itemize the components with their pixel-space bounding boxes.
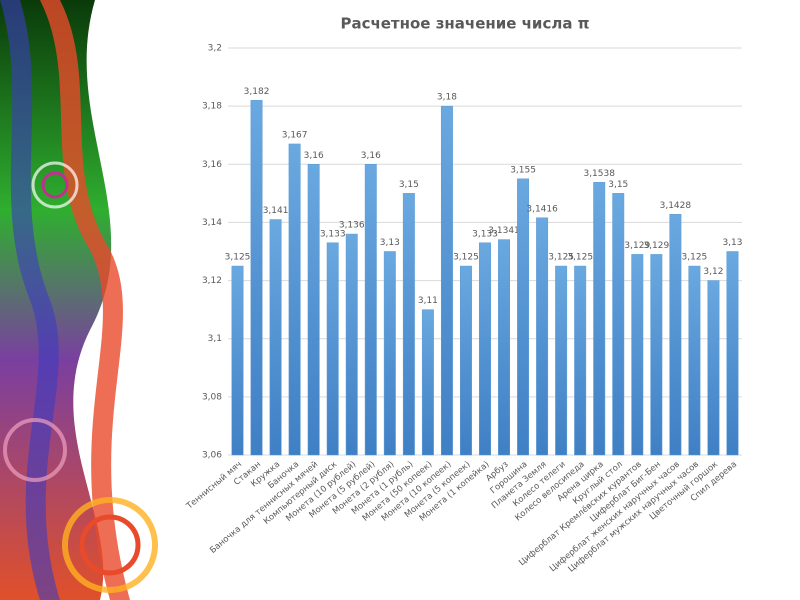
bar [669,214,682,456]
bar [402,193,415,456]
y-tick-label: 3,08 [202,392,222,402]
y-tick-label: 3,06 [202,451,222,461]
value-label: 3,16 [361,151,381,161]
bar [593,182,606,456]
bar [250,100,263,456]
bar [231,265,244,456]
bar [460,265,472,456]
bar [383,251,396,456]
value-label: 3,13 [380,238,400,248]
bar [326,242,339,456]
bar [536,217,549,456]
bar [364,164,377,456]
bar [555,265,568,456]
value-label: 3,16 [304,151,324,161]
bar [650,254,663,456]
y-tick-label: 3,2 [208,44,222,54]
bar [269,219,282,456]
bar [631,254,644,456]
y-tick-label: 3,16 [202,160,222,170]
value-label: 3,125 [682,253,708,263]
bar [612,193,625,456]
value-label: 3,133 [472,229,498,239]
y-tick-label: 3,12 [202,276,222,286]
value-label: 3,167 [282,130,308,140]
bar [574,265,587,456]
bar [517,178,530,456]
bar [707,280,720,456]
value-label: 3,155 [510,165,536,175]
value-label: 3,136 [339,221,365,231]
value-label: 3,1428 [660,201,692,211]
value-label: 3,141 [263,206,289,216]
bar [288,143,301,456]
value-label: 3,13 [722,238,742,248]
bar [421,309,434,456]
bar [479,242,491,456]
bar [688,265,701,456]
y-tick-label: 3,18 [202,102,222,112]
value-label: 3,129 [643,241,669,251]
bar [498,239,510,456]
value-label: 3,129 [624,241,650,251]
value-label: 3,11 [418,296,438,306]
value-label: 3,18 [437,93,457,103]
value-label: 3,1341 [488,226,520,236]
value-label: 3,125 [567,253,593,263]
y-tick-label: 3,14 [202,218,222,228]
bar [440,105,453,456]
bar [726,251,739,456]
value-label: 3,1538 [583,169,615,179]
value-label: 3,15 [399,180,419,190]
value-label: 3,1416 [526,204,558,214]
bar [307,164,320,456]
y-tick-label: 3,1 [208,334,222,344]
value-label: 3,12 [703,267,723,277]
value-label: 3,125 [453,253,479,263]
chart-title: Расчетное значение числа π [340,15,589,33]
value-label: 3,15 [608,180,628,190]
bar [345,233,358,456]
value-label: 3,133 [320,229,346,239]
value-label: 3,125 [548,253,574,263]
value-label: 3,125 [225,253,251,263]
value-label: 3,182 [244,87,270,97]
